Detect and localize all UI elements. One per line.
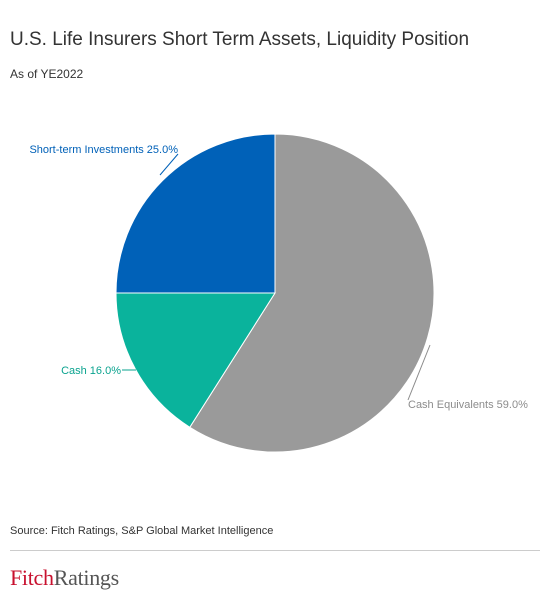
label-connector-cash-equivalents [407,344,431,401]
pie-slices [115,133,435,453]
slice-label-cash-equivalents: Cash Equivalents 59.0% [408,399,528,411]
source-note: Source: Fitch Ratings, S&P Global Market… [10,525,274,537]
pie-slice-cash-equivalents [189,133,435,453]
logo-fitch-text: Fitch [10,565,54,590]
pie-slice-short-term-investments [115,133,276,294]
logo-ratings-text: Ratings [53,565,119,590]
slice-label-cash: Cash 16.0% [61,365,121,377]
chart-title: U.S. Life Insurers Short Term Assets, Li… [10,29,470,50]
pie-chart: Cash Equivalents 59.0% Cash 16.0% Short-te… [29,133,528,453]
slice-label-short-term-investments: Short-term Investments 25.0% [29,144,178,156]
label-connector-short-term-investments [159,153,179,176]
pie-labels: Cash Equivalents 59.0% Cash 16.0% Short-te… [29,144,528,411]
footer-divider [10,550,540,551]
fitch-ratings-logo: FitchRatings [10,565,119,591]
chart-subtitle: As of YE2022 [10,67,84,81]
